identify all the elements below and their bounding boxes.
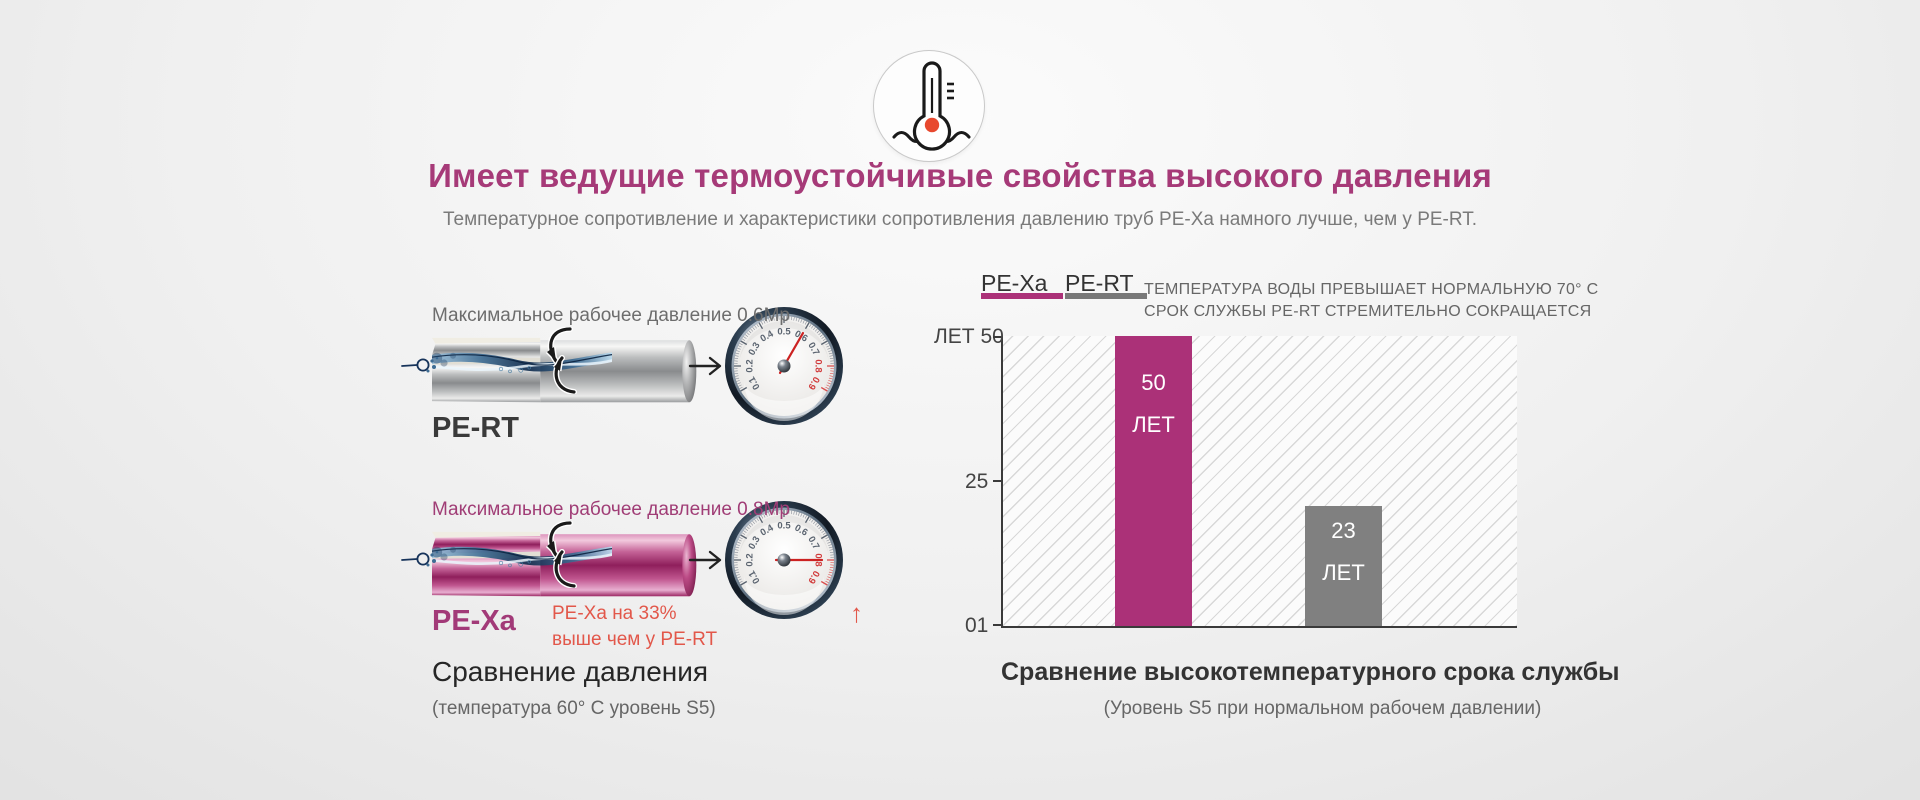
- svg-text:0.2: 0.2: [745, 359, 756, 372]
- svg-text:0.5: 0.5: [777, 327, 791, 338]
- svg-text:0.5: 0.5: [777, 521, 791, 532]
- svg-text:0.2: 0.2: [745, 553, 756, 566]
- svg-text:0.8: 0.8: [812, 359, 823, 372]
